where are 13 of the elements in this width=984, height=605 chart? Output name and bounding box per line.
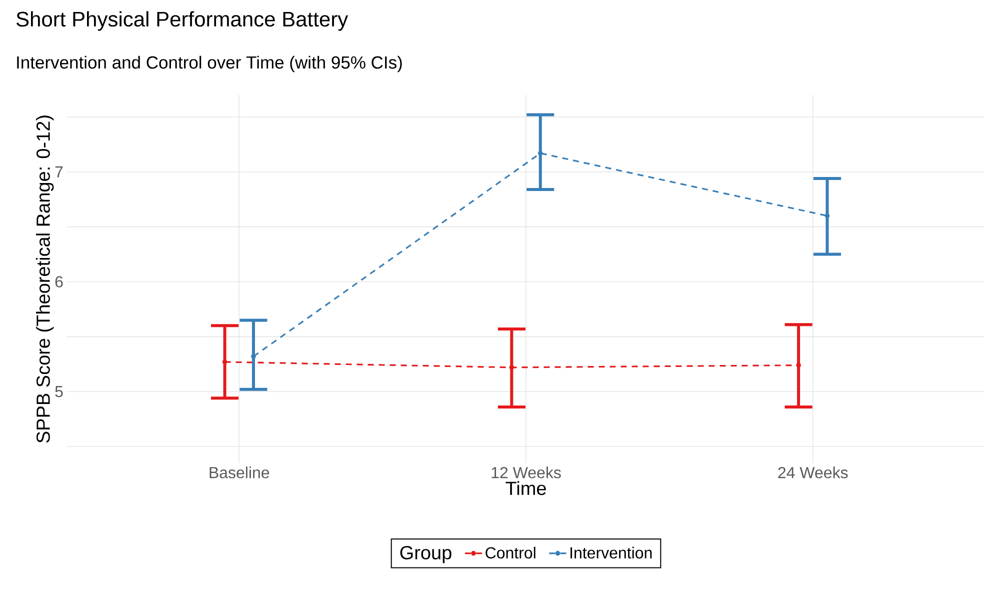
legend-label: Control xyxy=(486,546,536,559)
y-tick-label: 6 xyxy=(55,276,63,288)
legend-label: Intervention xyxy=(570,546,652,559)
x-tick-label: Baseline xyxy=(210,466,270,478)
legend-title: Group xyxy=(400,546,452,564)
y-tick-label: 5 xyxy=(55,386,63,398)
y-tick-label: 7 xyxy=(55,166,63,178)
x-axis-title: Time xyxy=(506,481,546,496)
chart-subtitle: Intervention and Control over Time (with 95% CIs) xyxy=(17,56,402,72)
x-tick-label: 24 Weeks xyxy=(778,466,848,478)
chart-title: Short Physical Performance Battery xyxy=(16,11,348,31)
y-axis-title: SPPB Score (Theoretical Range: 0-12) xyxy=(36,116,54,443)
x-tick-label: 12 Weeks xyxy=(492,466,561,478)
